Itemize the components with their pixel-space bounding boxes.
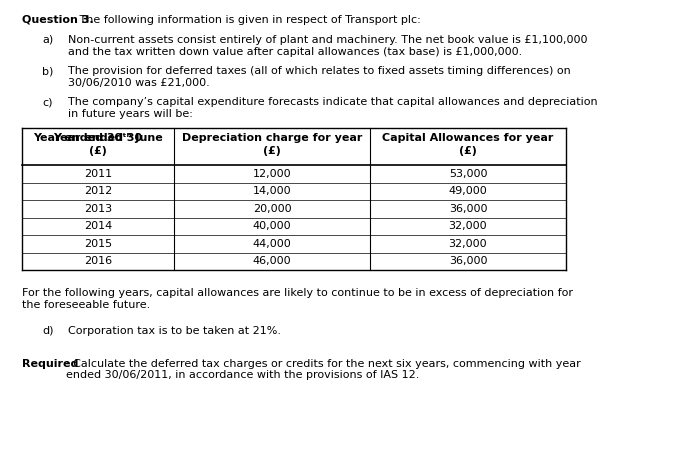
Text: 2013: 2013 <box>84 203 112 213</box>
Text: (£): (£) <box>459 146 477 156</box>
Text: (£): (£) <box>263 146 281 156</box>
Text: 40,000: 40,000 <box>253 221 291 231</box>
Text: Corporation tax is to be taken at 21%.: Corporation tax is to be taken at 21%. <box>68 325 281 335</box>
Text: Non-current assets consist entirely of plant and machinery. The net book value i: Non-current assets consist entirely of p… <box>68 35 587 56</box>
Text: a): a) <box>42 35 53 45</box>
Text: 32,000: 32,000 <box>449 238 487 248</box>
Text: 2014: 2014 <box>84 221 112 231</box>
Text: : Calculate the deferred tax charges or credits for the next six years, commenci: : Calculate the deferred tax charges or … <box>66 358 581 380</box>
Text: 44,000: 44,000 <box>253 238 291 248</box>
Text: 32,000: 32,000 <box>449 221 487 231</box>
Text: d): d) <box>42 325 53 335</box>
Text: 14,000: 14,000 <box>253 186 291 196</box>
Text: 36,000: 36,000 <box>449 256 487 266</box>
Text: (£): (£) <box>89 146 107 156</box>
Text: Required: Required <box>22 358 78 368</box>
Text: 46,000: 46,000 <box>253 256 291 266</box>
Text: 12,000: 12,000 <box>253 168 291 179</box>
Text: b): b) <box>42 66 53 76</box>
Text: Question 3.: Question 3. <box>22 15 94 25</box>
Text: The company’s capital expenditure forecasts indicate that capital allowances and: The company’s capital expenditure foreca… <box>68 97 598 118</box>
Text: The provision for deferred taxes (all of which relates to fixed assets timing di: The provision for deferred taxes (all of… <box>68 66 570 88</box>
Text: 53,000: 53,000 <box>449 168 487 179</box>
Text: Year ended 30: Year ended 30 <box>53 133 143 143</box>
Text: 2011: 2011 <box>84 168 112 179</box>
Text: 2015: 2015 <box>84 238 112 248</box>
Text: 2012: 2012 <box>84 186 112 196</box>
Text: Capital Allowances for year: Capital Allowances for year <box>382 133 554 143</box>
Text: Depreciation charge for year: Depreciation charge for year <box>182 133 362 143</box>
Text: 2016: 2016 <box>84 256 112 266</box>
Text: 20,000: 20,000 <box>253 203 291 213</box>
Text: 36,000: 36,000 <box>449 203 487 213</box>
Text: The following information is given in respect of Transport plc:: The following information is given in re… <box>76 15 421 25</box>
Text: Year ended 30ᵗʰ June: Year ended 30ᵗʰ June <box>33 133 163 143</box>
Text: For the following years, capital allowances are likely to continue to be in exce: For the following years, capital allowan… <box>22 288 573 309</box>
Text: c): c) <box>42 97 52 107</box>
Text: 49,000: 49,000 <box>449 186 487 196</box>
